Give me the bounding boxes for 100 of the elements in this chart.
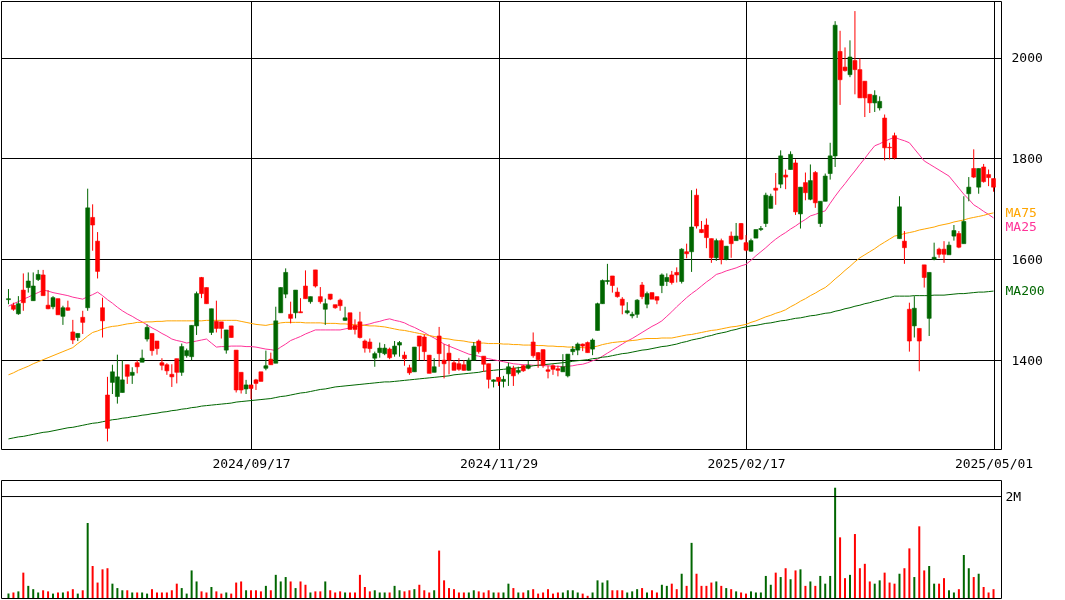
bar bbox=[660, 584, 663, 598]
bar bbox=[616, 590, 619, 598]
bar bbox=[972, 577, 975, 598]
bar bbox=[759, 592, 762, 598]
bar bbox=[344, 592, 347, 598]
bar bbox=[279, 581, 282, 598]
bar bbox=[502, 592, 505, 598]
bar bbox=[606, 580, 609, 598]
bar bbox=[769, 584, 772, 598]
candlestick bbox=[421, 333, 427, 362]
bar bbox=[868, 581, 871, 598]
candlestick bbox=[60, 305, 66, 326]
bar bbox=[749, 591, 752, 598]
bar bbox=[47, 591, 50, 598]
candlestick bbox=[916, 327, 922, 372]
bar bbox=[42, 590, 45, 598]
y-tick-label: 2000 bbox=[1011, 50, 1043, 65]
bar bbox=[472, 590, 475, 598]
bar bbox=[680, 573, 683, 598]
bar bbox=[264, 585, 267, 598]
candlestick bbox=[872, 89, 878, 113]
bar bbox=[418, 584, 421, 598]
bar bbox=[789, 579, 792, 598]
candlestick bbox=[293, 289, 298, 319]
bar bbox=[294, 588, 297, 598]
bar bbox=[388, 592, 391, 598]
bar bbox=[888, 582, 891, 598]
bar bbox=[492, 592, 495, 598]
bar bbox=[200, 591, 203, 598]
bar bbox=[378, 592, 381, 598]
candlestick bbox=[971, 148, 977, 179]
bar bbox=[86, 523, 89, 598]
bar bbox=[175, 583, 178, 598]
candlestick bbox=[847, 39, 853, 78]
bar bbox=[482, 592, 485, 598]
candlestick bbox=[223, 329, 229, 355]
ref-line-label: 2M bbox=[1005, 488, 1022, 504]
bar bbox=[438, 550, 441, 598]
bar bbox=[586, 595, 589, 598]
candlestick bbox=[174, 358, 180, 384]
bar bbox=[784, 568, 787, 598]
bar bbox=[17, 591, 20, 598]
bar bbox=[81, 590, 84, 598]
candlestick bbox=[506, 362, 511, 387]
x-tick-label: 2025/05/01 bbox=[954, 455, 1034, 471]
bar bbox=[284, 577, 287, 598]
candlestick bbox=[263, 350, 269, 371]
bar bbox=[408, 590, 411, 598]
bar bbox=[27, 585, 30, 598]
bar bbox=[512, 588, 515, 598]
bar bbox=[561, 592, 564, 598]
candlestick bbox=[530, 331, 536, 359]
bar bbox=[923, 570, 926, 598]
bar bbox=[774, 572, 777, 598]
candlestick bbox=[139, 349, 145, 363]
bar bbox=[655, 592, 658, 598]
x-tick-label: 2025/02/17 bbox=[707, 455, 786, 471]
bar bbox=[254, 590, 257, 598]
candlestick bbox=[902, 230, 907, 265]
candlestick bbox=[426, 354, 432, 374]
bar bbox=[259, 591, 262, 598]
candlestick bbox=[342, 306, 348, 322]
bar bbox=[334, 592, 337, 598]
bar bbox=[423, 590, 426, 598]
bar bbox=[274, 574, 277, 598]
candlestick bbox=[30, 271, 36, 302]
bar bbox=[487, 590, 490, 598]
candlestick bbox=[288, 301, 293, 324]
bar bbox=[477, 591, 480, 598]
bar bbox=[913, 577, 916, 598]
bar bbox=[452, 589, 455, 598]
y-tick-label: 1400 bbox=[1011, 352, 1043, 368]
x-tick-label: 2024/09/17 bbox=[212, 455, 291, 471]
bar bbox=[695, 573, 698, 598]
bar bbox=[448, 588, 451, 598]
bar bbox=[690, 542, 693, 598]
bar bbox=[883, 572, 886, 598]
bar bbox=[225, 592, 228, 598]
candlestick bbox=[100, 297, 105, 338]
bar bbox=[853, 534, 856, 598]
bar bbox=[952, 592, 955, 598]
bar bbox=[403, 591, 406, 598]
bar bbox=[116, 588, 119, 598]
bar bbox=[566, 590, 569, 598]
bar bbox=[61, 592, 64, 598]
bar bbox=[740, 592, 743, 598]
candlestick bbox=[709, 238, 714, 264]
bar bbox=[799, 569, 802, 598]
bar bbox=[834, 487, 837, 598]
candlestick bbox=[773, 172, 779, 206]
bar bbox=[66, 591, 69, 598]
bar bbox=[636, 589, 639, 598]
bar bbox=[190, 570, 193, 598]
bar bbox=[809, 581, 812, 598]
bar bbox=[428, 592, 431, 598]
bar bbox=[794, 570, 797, 598]
candlestick bbox=[90, 203, 95, 252]
bar bbox=[764, 575, 767, 598]
bar bbox=[814, 585, 817, 598]
line-series bbox=[7, 212, 995, 376]
